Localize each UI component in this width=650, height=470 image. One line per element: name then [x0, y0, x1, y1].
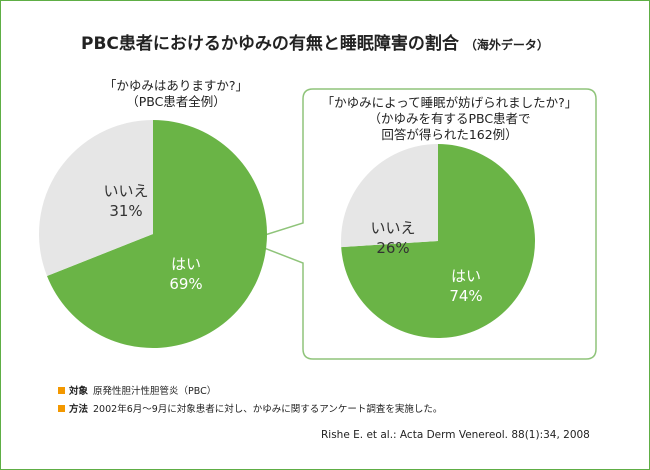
note-text: 2002年6月～9月に対象患者に対し、かゆみに関するアンケート調査を実施した。	[93, 404, 443, 415]
pie1-slice-yes	[47, 120, 268, 348]
left-question-text: 「かゆみはありますか?」	[103, 78, 249, 93]
left-subtitle: （PBC患者全例）	[126, 94, 226, 109]
right-question-text: 「かゆみによって睡眠が妨げられましたか?」	[321, 95, 578, 110]
pie1-yes-value: 69%	[169, 275, 202, 293]
bullet-icon	[58, 387, 65, 394]
pie2-slice-no	[341, 144, 438, 248]
note-method: 方法 2002年6月～9月に対象患者に対し、かゆみに関するアンケート調査を実施した…	[58, 401, 442, 419]
pie1-slice-no	[38, 120, 153, 276]
pie1-no-label: いいえ	[103, 182, 148, 200]
pie2-no-value: 26%	[376, 239, 409, 257]
note-key: 対象	[69, 386, 89, 397]
bullet-icon	[58, 405, 65, 412]
right-question: 「かゆみによって睡眠が妨げられましたか?」 （かゆみを有するPBC患者で 回答が得ら…	[303, 95, 596, 143]
citation: Rishe E. et al.: Acta Derm Venereol. 88(…	[321, 429, 590, 441]
pie2-yes-value: 74%	[449, 287, 482, 305]
left-question: 「かゆみはありますか?」 （PBC患者全例）	[101, 78, 251, 110]
pie1-yes-label: はい	[171, 255, 201, 273]
right-subtitle: （かゆみを有するPBC患者で	[368, 111, 531, 126]
note-text: 原発性胆汁性胆管炎（PBC）	[93, 386, 217, 397]
note-key: 方法	[69, 404, 89, 415]
title-note: （海外データ）	[464, 38, 549, 52]
note-target: 対象 原発性胆汁性胆管炎（PBC）	[58, 383, 442, 401]
pie1-no-value: 31%	[109, 202, 142, 220]
page-title: PBC患者におけるかゆみの有無と睡眠障害の割合 （海外データ）	[81, 29, 549, 54]
pie2-yes-label: はい	[451, 267, 481, 285]
title-text: PBC患者におけるかゆみの有無と睡眠障害の割合	[81, 34, 459, 54]
right-subtitle2: 回答が得られた162例）	[381, 127, 518, 142]
pie2-no-label: いいえ	[370, 219, 415, 237]
pie2-slice-yes	[341, 144, 535, 338]
notes: 対象 原発性胆汁性胆管炎（PBC） 方法 2002年6月～9月に対象患者に対し、かゆ…	[58, 383, 442, 419]
